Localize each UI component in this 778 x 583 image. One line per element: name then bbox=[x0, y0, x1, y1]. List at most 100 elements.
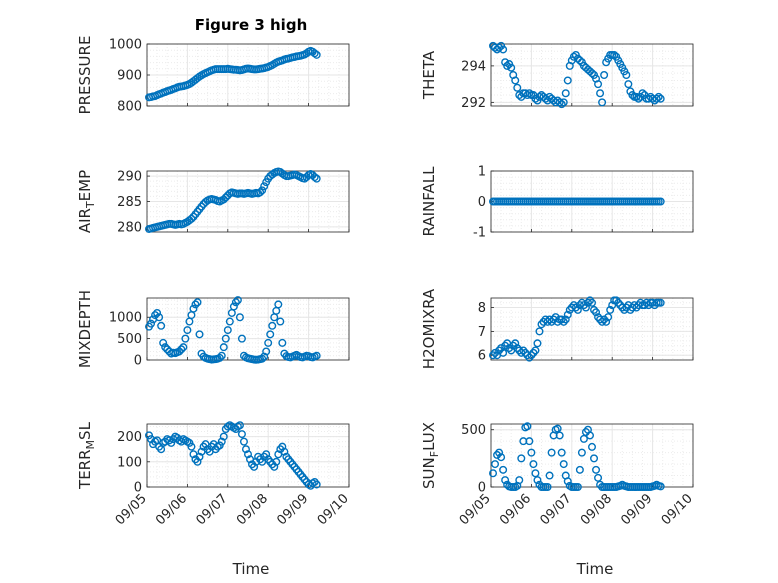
y-tick-label: 7 bbox=[478, 325, 486, 340]
data-point bbox=[632, 92, 641, 101]
data-point bbox=[264, 338, 273, 347]
data-point bbox=[581, 303, 590, 312]
data-point bbox=[237, 334, 246, 343]
data-point bbox=[519, 346, 528, 355]
subplot-sun-lux: 0 500 09/05 09/06 09/07 09/08 09/09 09/10 SUNFLU… bbox=[420, 422, 696, 528]
data-point bbox=[509, 341, 518, 350]
y-tick-label: 200 bbox=[117, 430, 142, 445]
data-point bbox=[604, 313, 613, 322]
data-point bbox=[219, 343, 228, 352]
data-point bbox=[571, 303, 580, 312]
data-point bbox=[561, 89, 570, 98]
data-point bbox=[495, 346, 504, 355]
data-point bbox=[161, 343, 170, 352]
x-axis-label-left: Time bbox=[232, 560, 270, 578]
data-point bbox=[525, 437, 534, 446]
data-point bbox=[656, 94, 665, 103]
data-point bbox=[573, 305, 582, 314]
data-point bbox=[499, 45, 508, 54]
data-point bbox=[563, 310, 572, 319]
y-axis-label: TERRMSL bbox=[76, 421, 97, 490]
x-tick-label: 09/05 bbox=[457, 491, 494, 528]
data-point bbox=[312, 351, 321, 360]
y-axis-label: AIRTEMP bbox=[76, 170, 97, 233]
data-point bbox=[557, 100, 566, 109]
data-point bbox=[531, 469, 540, 478]
y-tick-label: 0 bbox=[478, 481, 486, 496]
y-tick-label: 1 bbox=[478, 165, 486, 180]
data-point bbox=[638, 89, 647, 98]
y-tick-label: 8 bbox=[478, 301, 486, 316]
data-point bbox=[592, 465, 601, 474]
data-point bbox=[276, 317, 285, 326]
data-point bbox=[235, 421, 244, 430]
data-point bbox=[225, 317, 234, 326]
data-point bbox=[187, 442, 196, 451]
data-point bbox=[575, 465, 584, 474]
data-point bbox=[531, 346, 540, 355]
data-point bbox=[278, 338, 287, 347]
data-point bbox=[491, 348, 500, 357]
data-point bbox=[179, 343, 188, 352]
data-point bbox=[594, 80, 603, 89]
data-point bbox=[515, 476, 524, 485]
x-axis-label-right: Time bbox=[576, 560, 614, 578]
y-axis-label: MIXDEPTH bbox=[76, 290, 94, 368]
data-point bbox=[183, 326, 192, 335]
x-tick-label: 09/06 bbox=[497, 491, 534, 528]
data-point bbox=[312, 480, 321, 489]
x-tick-label: 09/06 bbox=[153, 491, 190, 528]
data-point bbox=[614, 298, 623, 307]
data-point bbox=[312, 50, 321, 59]
data-point bbox=[493, 450, 502, 459]
data-point bbox=[499, 465, 508, 474]
data-point bbox=[656, 197, 665, 206]
subplot-mixdepth: 0 500 1000 MIXDEPTH bbox=[76, 290, 350, 369]
data-point bbox=[559, 98, 568, 107]
data-point bbox=[270, 462, 279, 471]
y-tick-label: 0 bbox=[478, 195, 486, 210]
data-point bbox=[511, 76, 520, 85]
data-point bbox=[312, 174, 321, 183]
y-tick-label: 6 bbox=[478, 349, 486, 364]
data-point bbox=[573, 483, 582, 492]
data-point bbox=[163, 345, 172, 354]
data-point bbox=[588, 442, 597, 451]
data-point bbox=[157, 321, 166, 330]
data-point bbox=[588, 298, 597, 307]
x-tick-label: 09/09 bbox=[274, 491, 311, 528]
data-point bbox=[262, 450, 271, 459]
subplot-terr-sl: 0 100 200 09/05 09/06 09/07 09/08 09/09 09/10 TER… bbox=[76, 421, 352, 528]
data-point bbox=[555, 98, 564, 107]
data-point bbox=[219, 432, 228, 441]
data-point bbox=[511, 339, 520, 348]
data-point bbox=[527, 351, 536, 360]
data-point bbox=[501, 476, 510, 485]
data-point bbox=[533, 476, 542, 485]
data-point bbox=[155, 313, 164, 322]
y-tick-label: 500 bbox=[117, 332, 142, 347]
data-point bbox=[258, 354, 267, 363]
data-point bbox=[191, 300, 200, 309]
y-axis-label: THETA bbox=[420, 50, 438, 100]
data-point bbox=[280, 447, 289, 456]
data-point bbox=[489, 351, 498, 360]
data-point bbox=[600, 70, 609, 79]
data-point bbox=[622, 70, 631, 79]
axes-box bbox=[490, 423, 694, 488]
x-tick-label: 09/10 bbox=[659, 491, 696, 528]
x-tick-label: 09/08 bbox=[234, 491, 271, 528]
data-point bbox=[187, 214, 196, 223]
y-tick-label: 900 bbox=[117, 69, 142, 84]
data-point bbox=[260, 352, 269, 361]
x-tick-label: 09/05 bbox=[113, 491, 150, 528]
y-axis-label: PRESSURE bbox=[76, 36, 94, 115]
data-point bbox=[278, 442, 287, 451]
data-point bbox=[258, 186, 267, 195]
data-point bbox=[557, 448, 566, 457]
data-point bbox=[583, 298, 592, 307]
data-point bbox=[229, 302, 238, 311]
y-axis-label: H2OMIXRA bbox=[420, 288, 438, 369]
